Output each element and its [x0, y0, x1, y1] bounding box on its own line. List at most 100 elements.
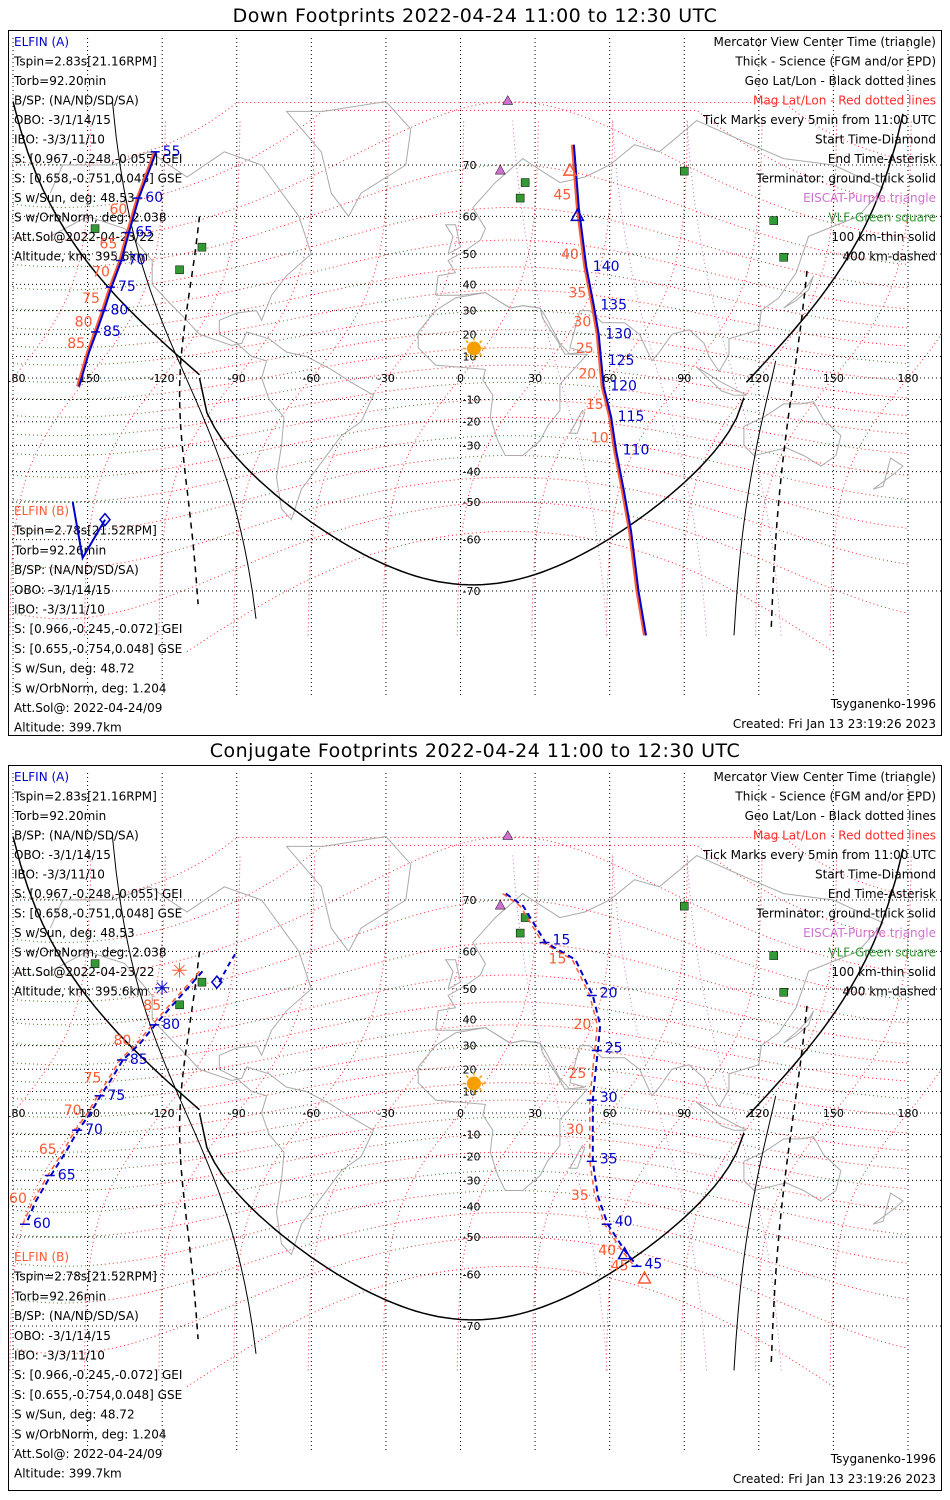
elfin-b-track-east — [502, 892, 636, 1267]
map-frame — [8, 30, 942, 736]
elfin-b-tick-label: 10 — [591, 430, 609, 446]
vlf-square-icon — [90, 959, 100, 968]
lat-tick-label: -20 — [463, 416, 481, 429]
elfin-b-info-line: S: [0.655,-0.754,0.048] GSE — [14, 642, 182, 656]
elfin-b-tick-label: 60 — [9, 1191, 27, 1207]
coastline — [696, 1101, 747, 1131]
elfin-a-tick-label: 25 — [605, 1040, 623, 1056]
terminator-100km — [111, 836, 257, 1354]
legend-line: VLF-Green square — [828, 946, 936, 960]
terminator-ground — [198, 1112, 745, 1321]
elfin-b-tick-label: 70 — [92, 264, 110, 280]
legend-line: Geo Lat/Lon - Black dotted lines — [745, 74, 936, 88]
elfin-b-tick-label: 20 — [578, 367, 596, 383]
elfin-a-track-east — [572, 144, 647, 636]
elfin-a-info-line: Tspin=2.83s[21.16RPM] — [13, 790, 157, 804]
elfin-a-tick-label: 65 — [135, 225, 153, 241]
vlf-square-icon — [520, 178, 530, 187]
lon-tick-label: 180 — [898, 372, 919, 385]
coastline — [872, 457, 904, 490]
vlf-square-icon — [769, 951, 778, 960]
sun-icon — [466, 341, 481, 356]
elfin-b-info-line: Tspin=2.78s[21.52RPM] — [13, 524, 157, 538]
elfin-b-tick-label: 70 — [64, 1103, 82, 1119]
lon-tick-label: -30 — [377, 1107, 395, 1120]
elfin-a-info-line: Att.Sol@2022-04-23/22 — [14, 230, 155, 244]
elfin-a-tick-label: 40 — [615, 1214, 633, 1230]
terminator-ground — [745, 113, 904, 383]
elfin-a-tick-label: 85 — [103, 324, 121, 340]
coastline — [569, 409, 586, 434]
lat-tick-label: 50 — [463, 248, 477, 261]
elfin-a-info-line: Altitude, km: 395.6km — [14, 250, 148, 264]
lat-tick-label: -60 — [463, 534, 481, 547]
elfin-b-info-line: B/SP: (NA/ND/SD/SA) — [14, 1309, 139, 1323]
lat-tick-label: 70 — [463, 159, 477, 172]
mag-lat-line — [12, 381, 909, 437]
elfin-a-center-triangle-icon — [617, 1246, 632, 1260]
elfin-a-info-line: OBO: -3/1/14/15 — [14, 848, 111, 862]
elfin-a-tick-label: 70 — [85, 1122, 103, 1138]
elfin-b-info-line: S: [0.966,-0.245,-0.072] GEI — [14, 1368, 182, 1382]
lon-tick-label: -180 — [8, 1107, 25, 1120]
elfin-b-tick-label: 45 — [611, 1258, 629, 1274]
elfin-a-tick-label: 15 — [553, 933, 571, 949]
elfin-b-tick-label: 65 — [39, 1142, 57, 1158]
elfin-a-info-line: ELFIN (A) — [14, 35, 69, 49]
start-diamond-icon — [99, 512, 111, 527]
elfin-b-tick-label: 35 — [568, 286, 586, 302]
elfin-a-center-triangle-icon — [570, 207, 585, 222]
lat-tick-label: -10 — [463, 1129, 481, 1142]
elfin-b-tick-label: 15 — [549, 952, 567, 968]
elfin-b-tick-label: 25 — [568, 1066, 586, 1082]
legend-line: Mercator View Center Time (triangle) — [714, 770, 936, 784]
lon-tick-label: -90 — [228, 1107, 246, 1120]
elfin-a-info-line: S w/OrbNorm, deg: 2.038 — [14, 211, 166, 225]
lon-tick-label: 180 — [898, 1107, 919, 1120]
coastline — [569, 1144, 586, 1169]
elfin-b-info-line: Tspin=2.78s[21.52RPM] — [13, 1270, 157, 1284]
elfin-a-tick-label: 140 — [593, 259, 620, 275]
legend-line: 400 km-dashed — [842, 985, 936, 999]
coastline — [696, 366, 747, 396]
created-label: Created: Fri Jan 13 23:19:26 2023 — [733, 1472, 936, 1486]
coastline — [783, 275, 814, 309]
elfin-a-info-line: S w/Sun, deg: 48.53 — [14, 926, 135, 940]
lon-tick-label: 150 — [823, 1107, 844, 1120]
elfin-a-info-line: Tspin=2.83s[21.16RPM] — [13, 55, 157, 69]
lat-tick-label: -60 — [463, 1269, 481, 1282]
lat-tick-label: 20 — [463, 328, 477, 341]
elfin-b-tick-label: 25 — [576, 341, 594, 357]
legend-line: End Time-Asterisk — [828, 152, 936, 166]
model-label: Tsyganenko-1996 — [830, 697, 936, 711]
elfin-b-tick-label: 45 — [554, 188, 572, 204]
mag-lat-line — [12, 844, 909, 944]
elfin-b-info-line: Altitude: 399.7km — [14, 721, 122, 735]
coastline — [49, 886, 375, 1256]
vlf-square-icon — [769, 216, 778, 225]
legend-line: End Time-Asterisk — [828, 887, 936, 901]
elfin-b-info-line: S w/Sun, deg: 48.72 — [14, 1408, 135, 1422]
legend-line: Thick - Science (FGM and/or EPD) — [734, 55, 936, 69]
elfin-b-tick-label: 80 — [113, 1033, 131, 1049]
coastline — [444, 224, 462, 255]
elfin-a-tick-label: 85 — [130, 1052, 148, 1068]
coastline — [49, 151, 375, 521]
lon-tick-label: 120 — [748, 372, 769, 385]
lon-tick-label: 60 — [603, 372, 617, 385]
elfin-b-info-line: IBO: -3/3/11/10 — [14, 1349, 105, 1363]
elfin-b-tick-label: 40 — [561, 247, 579, 263]
coastline — [417, 292, 589, 456]
elfin-a-tick-label: 115 — [618, 409, 645, 425]
legend-line: Thick - Science (FGM and/or EPD) — [734, 790, 936, 804]
lat-tick-label: 30 — [463, 1040, 477, 1053]
mag-lat-line — [12, 1024, 909, 1084]
elfin-a-tick-label: 125 — [608, 353, 635, 369]
coastline — [872, 1192, 904, 1225]
elfin-b-info-line: ELFIN (B) — [14, 504, 69, 518]
eiscat-triangle-icon — [494, 164, 506, 175]
lat-tick-label: 40 — [463, 278, 477, 291]
end-asterisk-icon: ✳ — [154, 976, 171, 1000]
vlf-square-icon — [175, 1000, 184, 1010]
elfin-a-track-start — [71, 501, 106, 561]
